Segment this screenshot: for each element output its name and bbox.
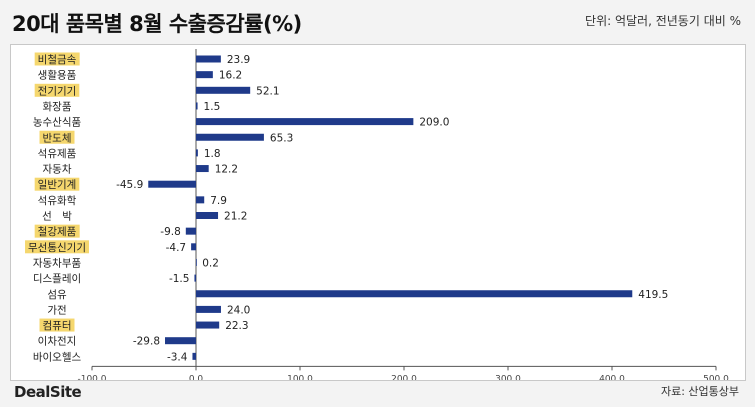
bar [196,258,197,266]
bar [196,149,198,157]
category-label: 일반기계 [38,178,77,191]
category-label: 전기기기 [38,85,77,97]
bar [196,102,198,110]
category-label: 자동차 [43,164,72,176]
bar [196,290,633,298]
category-label: 자동차부품 [33,257,82,269]
data-label: 52.1 [256,85,279,97]
data-label: 65.3 [270,132,293,144]
x-tick-label: 200.0 [391,374,417,380]
bar [196,118,414,126]
x-tick-label: 0.0 [189,374,204,380]
data-label: 1.5 [204,101,221,113]
category-label: 화장품 [43,101,72,113]
data-label: -45.9 [116,179,143,191]
bar [196,212,219,219]
data-label: 24.0 [227,304,250,316]
data-label: 1.8 [204,148,221,160]
data-label: 419.5 [638,289,668,301]
data-label: 16.2 [219,70,242,82]
bar [196,133,264,141]
x-tick-label: 500.0 [703,374,729,380]
category-label: 석유제품 [38,148,77,160]
data-label: -29.8 [133,336,160,348]
category-label: 이차전지 [38,336,77,348]
bar [192,352,196,360]
category-highlight [25,240,89,254]
category-label: 농수산식품 [33,117,82,129]
category-highlight [34,177,80,191]
category-highlight [39,130,75,144]
bar [196,196,205,204]
category-label: 무선통신기기 [28,242,86,254]
x-tick-label: 300.0 [495,374,521,380]
category-label: 철강제품 [38,226,77,238]
data-label: 209.0 [419,117,449,129]
x-tick-label: -100.0 [77,374,106,380]
bar [196,86,251,94]
data-label: -9.8 [160,226,181,238]
source-note: 자료: 산업통상부 [660,385,739,398]
bar [185,227,196,235]
chart-title: 20대 품목별 8월 수출증감률(%) [12,12,302,36]
bar [196,71,213,79]
data-label: 23.9 [227,54,250,66]
data-label: 7.9 [210,195,227,207]
x-tick-label: 100.0 [287,374,313,380]
bar [196,165,209,173]
data-label: 0.2 [202,257,219,269]
category-label: 바이오헬스 [33,351,82,363]
data-label: -4.7 [166,242,187,254]
bar [196,55,221,63]
data-label: -3.4 [167,351,188,363]
brand-logo: DealSite [14,383,82,401]
category-highlight [34,224,80,238]
category-highlight [39,318,75,332]
category-label: 반도체 [43,132,72,144]
bar [194,274,196,282]
category-label: 석유화학 [38,195,77,207]
bar [196,321,220,329]
bar-chart: -100.0 0.0 100.0 200.0 300.0 400.0 500.0 비철금속 23… [25,49,729,380]
category-label: 생활용품 [38,69,77,82]
category-label: 비철금속 [38,54,77,66]
category-label: 디스플레이 [33,273,81,285]
data-label: 12.2 [215,164,238,176]
category-label: 컴퓨터 [43,320,72,332]
category-highlight [34,83,80,97]
data-label: -1.5 [169,273,190,285]
data-label: 22.3 [225,320,248,332]
unit-note: 단위: 억달러, 전년동기 대비 % [585,14,741,28]
bar [191,243,196,251]
category-label: 섬유 [47,289,67,301]
category-highlight [34,52,80,66]
category-label: 가전 [47,304,66,316]
bar [196,305,221,313]
data-label: 21.2 [224,211,247,223]
bar [165,337,196,345]
category-label: 선 박 [42,211,72,223]
chart-panel: -100.0 0.0 100.0 200.0 300.0 400.0 500.0 비철금속 23… [10,44,746,381]
bar [148,180,196,188]
x-tick-label: 400.0 [599,374,625,380]
